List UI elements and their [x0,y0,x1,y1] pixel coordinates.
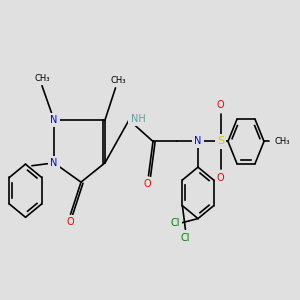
Text: O: O [67,217,74,227]
Text: Cl: Cl [171,218,180,228]
Text: Cl: Cl [181,233,190,243]
Text: N: N [194,136,202,146]
Text: NH: NH [130,114,145,124]
Text: CH₃: CH₃ [111,76,126,85]
Text: O: O [143,179,151,189]
Text: S: S [217,136,224,146]
Text: N: N [50,115,58,125]
Text: O: O [217,100,224,110]
Text: O: O [217,173,224,183]
Text: CH₃: CH₃ [34,74,50,82]
Text: CH₃: CH₃ [274,137,290,146]
Text: N: N [50,158,58,168]
